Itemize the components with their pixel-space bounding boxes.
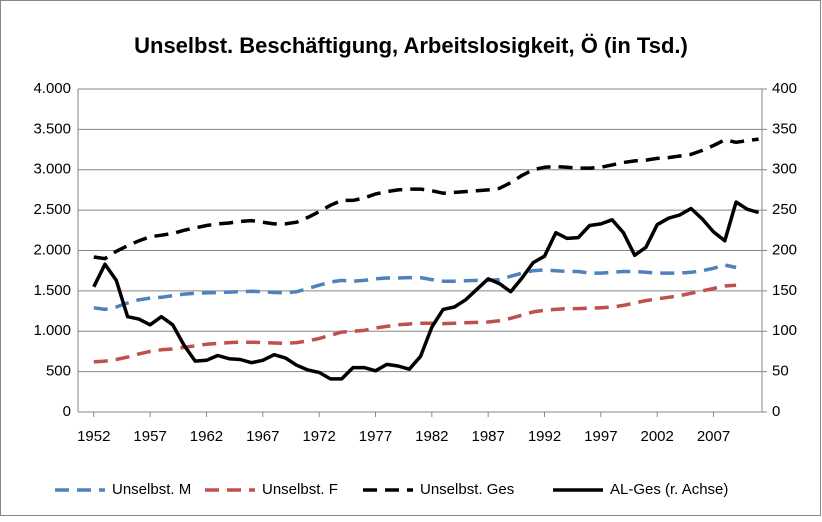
y-tick-label: 1.500 (33, 282, 71, 299)
x-tick-label: 1992 (528, 428, 561, 445)
y2-tick-label: 200 (772, 241, 797, 258)
legend-label: Unselbst. Ges (420, 481, 514, 498)
legend-label: Unselbst. M (112, 481, 191, 498)
y2-tick-label: 250 (772, 201, 797, 218)
x-tick-label: 1987 (471, 428, 504, 445)
y-tick-label: 3.500 (33, 120, 71, 137)
x-tick-label: 1972 (302, 428, 335, 445)
y-tick-label: 3.000 (33, 161, 71, 178)
y-tick-label: 4.000 (33, 80, 71, 97)
x-tick-label: 1962 (190, 428, 223, 445)
x-tick-label: 1952 (77, 428, 110, 445)
series-line (93, 137, 759, 261)
legend-label: AL-Ges (r. Achse) (610, 481, 728, 498)
y2-tick-label: 100 (772, 322, 797, 339)
x-tick-label: 1997 (584, 428, 617, 445)
series-line (93, 283, 737, 364)
x-tick-label: 2007 (697, 428, 730, 445)
y2-tick-label: 150 (772, 282, 797, 299)
series-line (93, 263, 737, 312)
series-line (92, 200, 760, 381)
chart-title: Unselbst. Beschäftigung, Arbeitslosigkei… (134, 33, 688, 58)
y2-tick-label: 300 (772, 161, 797, 178)
x-tick-label: 1967 (246, 428, 279, 445)
y2-tick-label: 350 (772, 120, 797, 137)
x-tick-label: 1957 (133, 428, 166, 445)
legend-label: Unselbst. F (262, 481, 338, 498)
x-tick-label: 2002 (641, 428, 674, 445)
y-tick-label: 1.000 (33, 322, 71, 339)
y2-tick-label: 0 (772, 403, 780, 420)
y2-tick-label: 50 (772, 363, 789, 380)
y-tick-label: 500 (46, 363, 71, 380)
y-tick-label: 2.500 (33, 201, 71, 218)
y2-tick-label: 400 (772, 80, 797, 97)
x-tick-label: 1977 (359, 428, 392, 445)
y-tick-label: 2.000 (33, 241, 71, 258)
y-tick-label: 0 (63, 403, 71, 420)
x-tick-label: 1982 (415, 428, 448, 445)
